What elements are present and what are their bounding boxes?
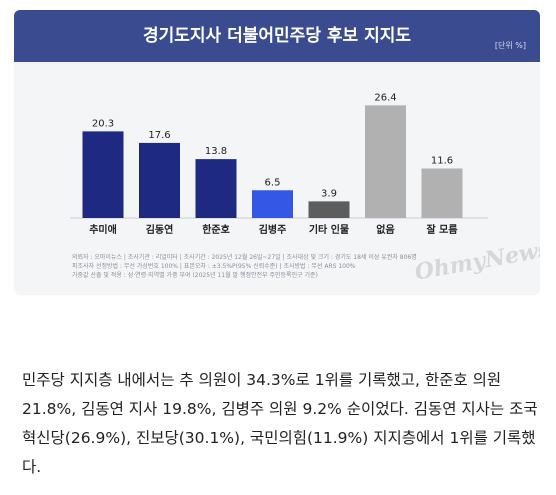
bar bbox=[421, 168, 463, 218]
category-label: 한준호 bbox=[202, 223, 230, 236]
bar-value-label: 17.6 bbox=[148, 130, 170, 141]
article-paragraph: 민주당 지지층 내에서는 추 의원이 34.3%로 1위를 기록했고, 한준호 … bbox=[22, 371, 538, 476]
bar bbox=[365, 105, 406, 218]
bar bbox=[308, 201, 350, 218]
source-note: 의뢰자 : 오마이뉴스 | 조사기관 : 리얼미터 | 조사기간 : 2025년… bbox=[72, 253, 492, 280]
source-line: 피조사자 선정방법 : 무선 가상번호 100% | 표본오차 : ±3.5%P… bbox=[72, 263, 356, 270]
bar-value-label: 13.8 bbox=[205, 146, 227, 157]
bar bbox=[252, 190, 293, 218]
chart-card: 경기도지사 더불어민주당 후보 지지도 [단위 %] 20.3 추미애 17.6 김동… bbox=[14, 10, 540, 295]
chart-title: 경기도지사 더불어민주당 후보 지지도 bbox=[143, 26, 411, 46]
bar bbox=[82, 131, 124, 218]
category-label: 잘 모름 bbox=[426, 224, 457, 236]
bar-value-label: 26.4 bbox=[374, 92, 396, 103]
source-line: 가중값 산출 및 적용 : 성·연령·지역별 가중 부여 (2025년 11월 … bbox=[72, 272, 318, 279]
category-label: 김병주 bbox=[259, 223, 287, 236]
bar-value-label: 3.9 bbox=[321, 188, 337, 199]
source-line: 의뢰자 : 오마이뉴스 | 조사기관 : 리얼미터 | 조사기간 : 2025년… bbox=[72, 254, 417, 261]
category-label: 추미애 bbox=[89, 223, 117, 236]
category-label: 없음 bbox=[376, 223, 394, 236]
chart-title-bar: 경기도지사 더불어민주당 후보 지지도 [단위 %] bbox=[14, 10, 540, 62]
bar-chart: 20.3 추미애 17.6 김동연 13.8 한준호 6.5 김병주 3.9 기타 인물 26.4 없… bbox=[70, 92, 488, 236]
category-label: 김동연 bbox=[146, 223, 174, 236]
category-label: 기타 인물 bbox=[309, 223, 349, 236]
unit-label: [단위 %] bbox=[494, 41, 526, 50]
bar-value-label: 20.3 bbox=[92, 118, 114, 129]
bar-value-label: 6.5 bbox=[265, 177, 281, 188]
bar bbox=[139, 142, 180, 218]
bar-value-label: 11.6 bbox=[431, 156, 453, 167]
bar bbox=[195, 159, 237, 218]
